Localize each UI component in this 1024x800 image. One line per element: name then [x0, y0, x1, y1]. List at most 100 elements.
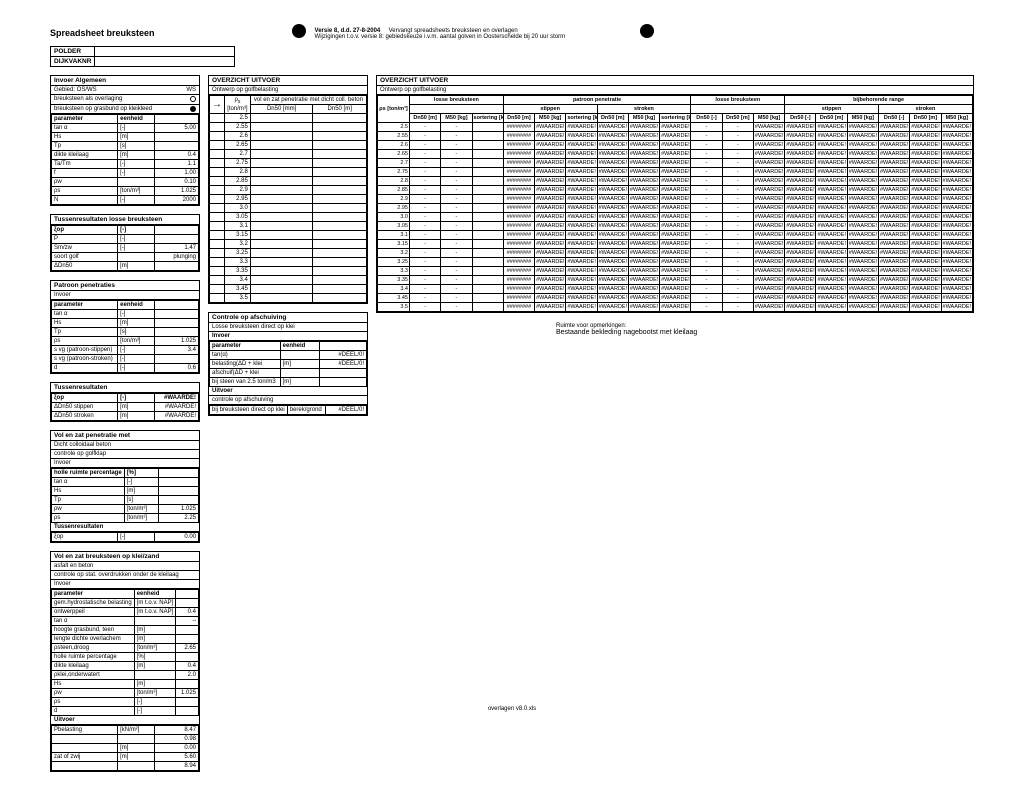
param-unit: [ton/m³] [134, 644, 176, 653]
param-unit: [-] [118, 394, 155, 403]
param-value [154, 310, 198, 319]
rho-value: 3.15 [378, 240, 410, 249]
param-unit: [-] [118, 226, 155, 235]
rho-value: 3.3 [225, 258, 251, 267]
param-name: parameter [52, 115, 118, 124]
cell-hash: ######## [503, 285, 534, 294]
param-table: holle ruimte percentage[%]tan α[-]Hs[m]T… [51, 468, 199, 523]
cell-waarde: #WAARDE! [628, 195, 659, 204]
cell-hash: ######## [503, 204, 534, 213]
rho-value: 2.8 [378, 177, 410, 186]
rho-value: 3.25 [378, 258, 410, 267]
cell-waarde: #WAARDE! [753, 222, 784, 231]
param-value: – [176, 617, 199, 626]
cell-waarde: #WAARDE! [910, 168, 941, 177]
param-value: 1.025 [154, 187, 198, 196]
cell-waarde: #WAARDE! [566, 177, 597, 186]
cell-waarde: #WAARDE! [785, 222, 816, 231]
cell-waarde: #WAARDE! [847, 213, 878, 222]
param-table: parametereenheidgem.hydrostatische belas… [51, 589, 199, 716]
cell-waarde: #WAARDE! [878, 213, 909, 222]
cell-waarde: #WAARDE! [816, 132, 847, 141]
cell-waarde: #WAARDE! [660, 240, 691, 249]
cell-waarde: #WAARDE! [785, 204, 816, 213]
cell-waarde: #WAARDE! [628, 258, 659, 267]
rho-value: 2.9 [378, 195, 410, 204]
cell-waarde: #WAARDE! [566, 123, 597, 132]
cell-waarde: #WAARDE! [816, 168, 847, 177]
param-table-tail: Pbelasting[kN/m²]8.470.98[m]0.00zat of z… [51, 725, 199, 771]
cell-waarde: #WAARDE! [597, 186, 628, 195]
cell-waarde: #WAARDE! [535, 123, 566, 132]
col-head: vol en zat penetratie met dicht coll. be… [250, 96, 366, 105]
cell-waarde: #WAARDE! [910, 204, 941, 213]
cell-waarde: #WAARDE! [816, 294, 847, 303]
cell-waarde: #WAARDE! [910, 303, 941, 312]
param-unit: [-] [118, 346, 155, 355]
cell-waarde: #WAARDE! [941, 276, 972, 285]
punch-dot-right [640, 24, 654, 38]
cell-waarde: #WAARDE! [785, 249, 816, 258]
cell-waarde: #WAARDE! [660, 294, 691, 303]
cell-waarde: #WAARDE! [847, 222, 878, 231]
param-value: 1.1 [154, 160, 198, 169]
cell-waarde: #WAARDE! [566, 150, 597, 159]
cell-waarde: #WAARDE! [628, 276, 659, 285]
box-sub: Invoer [51, 291, 199, 300]
rho-value: 2.75 [378, 168, 410, 177]
cell-waarde: #WAARDE! [753, 303, 784, 312]
cell-waarde: #WAARDE! [941, 258, 972, 267]
cell-waarde: #WAARDE! [753, 285, 784, 294]
cell-waarde: #WAARDE! [785, 159, 816, 168]
param-table: parametereenheidtan α[-]Hs[m]Tp[s]ρs[ton… [51, 300, 199, 373]
param-unit: [-] [118, 244, 155, 253]
cell-waarde: #WAARDE! [628, 177, 659, 186]
cell-waarde: #WAARDE! [785, 177, 816, 186]
cell-waarde: #WAARDE! [566, 231, 597, 240]
cell-waarde: #WAARDE! [910, 213, 941, 222]
param-unit: [-] [118, 355, 155, 364]
cell-waarde: #WAARDE! [566, 204, 597, 213]
box-sub: Ontwerp op golfbelasting [209, 86, 367, 95]
cell-waarde: #WAARDE! [878, 150, 909, 159]
cell-waarde: #WAARDE! [660, 195, 691, 204]
cell-waarde: #WAARDE! [597, 177, 628, 186]
param-name: ξop [52, 226, 118, 235]
param-unit: [kN/m²] [118, 726, 155, 735]
cell-waarde: #WAARDE! [878, 249, 909, 258]
param-unit: [-] [118, 196, 155, 205]
cell-waarde: #WAARDE! [597, 213, 628, 222]
param-unit: [-] [118, 124, 155, 133]
cell-waarde: #WAARDE! [910, 258, 941, 267]
meta-value [95, 57, 235, 67]
cell-waarde: #WAARDE! [597, 294, 628, 303]
cell-waarde: #WAARDE! [847, 159, 878, 168]
cell-waarde: #WAARDE! [941, 285, 972, 294]
cell-waarde: #WAARDE! [816, 186, 847, 195]
cell-waarde: #WAARDE! [785, 258, 816, 267]
cell-waarde: #WAARDE! [941, 123, 972, 132]
box-title: Invoer Algemeen [51, 76, 199, 86]
cell-waarde: #WAARDE! [566, 222, 597, 231]
cell-waarde: #WAARDE! [847, 195, 878, 204]
param-name [52, 762, 118, 771]
cell-waarde: #WAARDE! [597, 231, 628, 240]
cell-waarde: #WAARDE! [597, 141, 628, 150]
cell-waarde: #WAARDE! [847, 240, 878, 249]
param-name: f [52, 169, 118, 178]
param-value: 8.94 [154, 762, 198, 771]
param-value [176, 599, 199, 608]
param-unit: [%] [134, 653, 176, 662]
cell-waarde: #WAARDE! [847, 141, 878, 150]
cell-waarde: #WAARDE! [785, 123, 816, 132]
param-value: 1.00 [154, 169, 198, 178]
param-box: Tussenresultatenξop[-]#WAARDE!ΔDn50 stip… [50, 382, 200, 422]
meta-value [95, 47, 235, 57]
param-name: ontwerppeil [52, 608, 135, 617]
cell-waarde: #WAARDE! [816, 285, 847, 294]
cell-waarde: #WAARDE! [878, 267, 909, 276]
punch-dot-left [292, 24, 306, 38]
param-value: 0.6 [154, 364, 198, 373]
cell-waarde: #WAARDE! [597, 285, 628, 294]
cell-waarde: #WAARDE! [628, 159, 659, 168]
